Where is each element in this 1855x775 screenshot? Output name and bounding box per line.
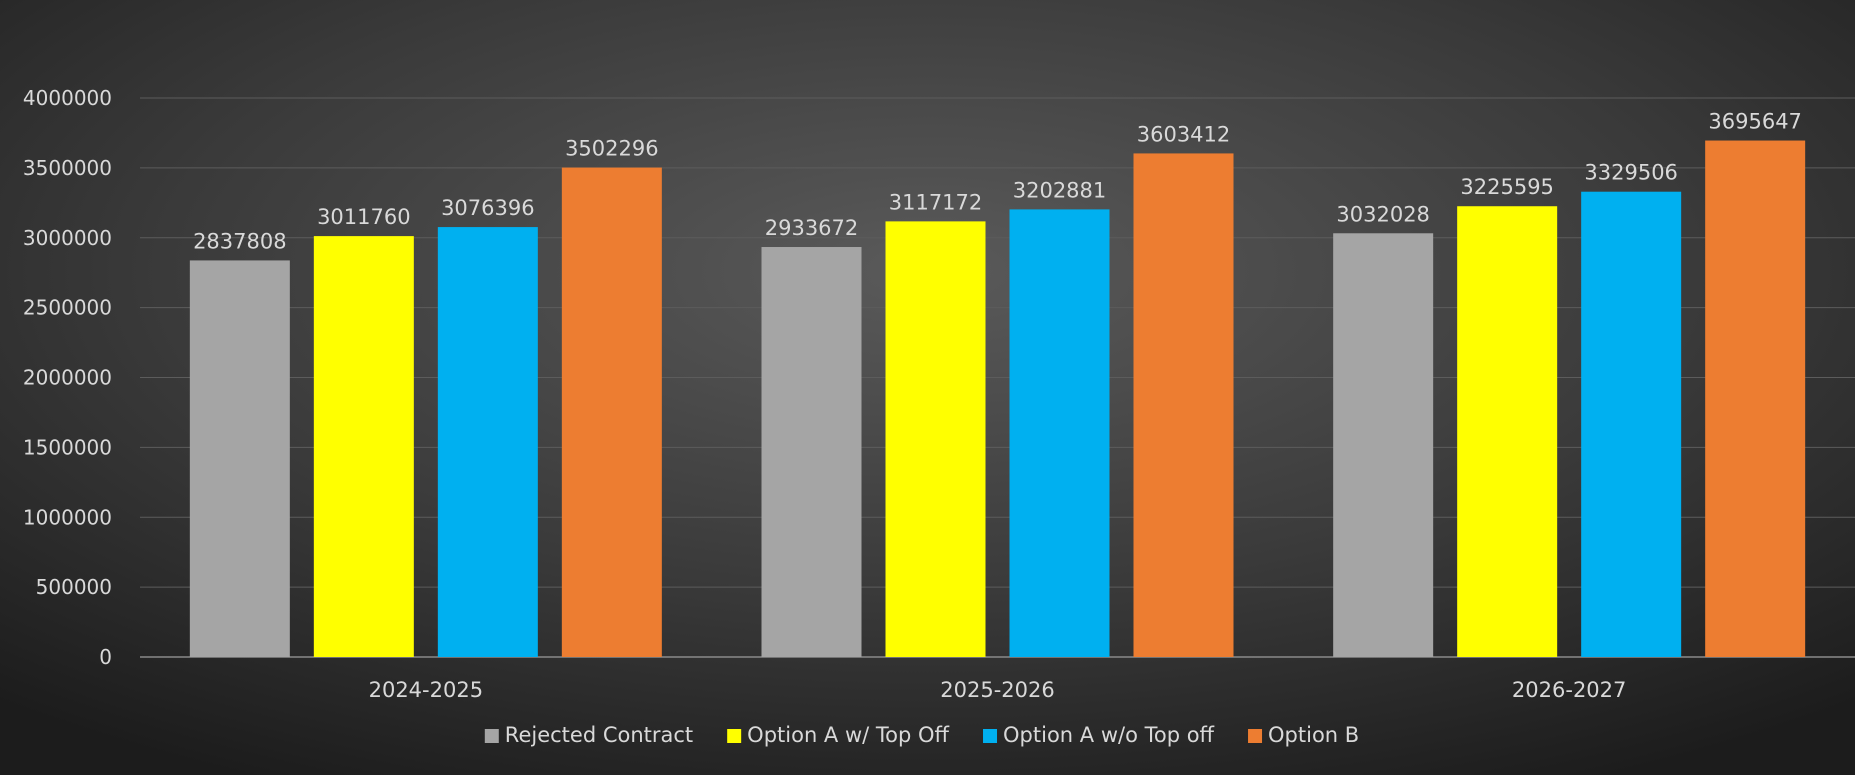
bar bbox=[1133, 153, 1234, 658]
bar bbox=[437, 227, 538, 657]
bar bbox=[1705, 140, 1806, 657]
data-label: 3076396 bbox=[441, 196, 535, 220]
data-label: 3117172 bbox=[889, 190, 983, 214]
y-tick-label: 2000000 bbox=[23, 366, 112, 390]
data-label: 3225595 bbox=[1460, 175, 1554, 199]
legend: Rejected Contract Option A w/ Top Off Opti… bbox=[484, 723, 1359, 747]
data-label: 3502296 bbox=[565, 137, 659, 161]
x-tick-label: 2024-2025 bbox=[369, 678, 483, 702]
legend-label: Rejected Contract bbox=[505, 723, 693, 747]
legend-swatch bbox=[727, 729, 742, 743]
data-label: 3032028 bbox=[1336, 202, 1430, 226]
data-label: 3695647 bbox=[1708, 110, 1802, 134]
bar bbox=[189, 260, 290, 657]
data-label: 3202881 bbox=[1013, 178, 1107, 202]
legend-label: Option A w/ Top Off bbox=[747, 723, 949, 747]
bar bbox=[1009, 209, 1110, 657]
y-tick-label: 3500000 bbox=[23, 156, 112, 180]
y-tick-label: 500000 bbox=[36, 575, 112, 599]
legend-swatch bbox=[484, 729, 499, 743]
axes: 0 500000 1000000 1500000 2000000 2500000 30000… bbox=[23, 86, 1855, 702]
y-tick-label: 4000000 bbox=[23, 86, 112, 110]
y-tick-label: 2500000 bbox=[23, 296, 112, 320]
bar bbox=[1581, 191, 1682, 657]
data-label: 3329506 bbox=[1584, 161, 1678, 185]
y-tick-label: 1500000 bbox=[23, 435, 112, 459]
bar bbox=[313, 236, 414, 657]
bar bbox=[561, 167, 662, 657]
bar bbox=[885, 221, 986, 657]
legend-swatch bbox=[1248, 729, 1263, 743]
x-tick-label: 2026-2027 bbox=[1512, 678, 1626, 702]
bar bbox=[1333, 233, 1434, 657]
bars bbox=[189, 140, 1806, 658]
data-labels: 2837808 3011760 3076396 3502296 2933672 31171… bbox=[193, 110, 1802, 254]
gridlines bbox=[140, 97, 1855, 588]
y-tick-label: 1000000 bbox=[23, 505, 112, 529]
y-tick-label: 3000000 bbox=[23, 226, 112, 250]
data-label: 3603412 bbox=[1137, 122, 1231, 146]
legend-label: Option B bbox=[1268, 723, 1359, 747]
bar bbox=[761, 247, 862, 657]
bar bbox=[1457, 206, 1558, 658]
data-label: 2933672 bbox=[765, 216, 859, 240]
data-label: 3011760 bbox=[317, 205, 411, 229]
legend-swatch bbox=[983, 729, 998, 743]
x-tick-label: 2025-2026 bbox=[940, 678, 1054, 702]
y-tick-label: 0 bbox=[99, 645, 112, 669]
legend-label: Option A w/o Top off bbox=[1003, 723, 1215, 747]
data-label: 2837808 bbox=[193, 229, 287, 253]
